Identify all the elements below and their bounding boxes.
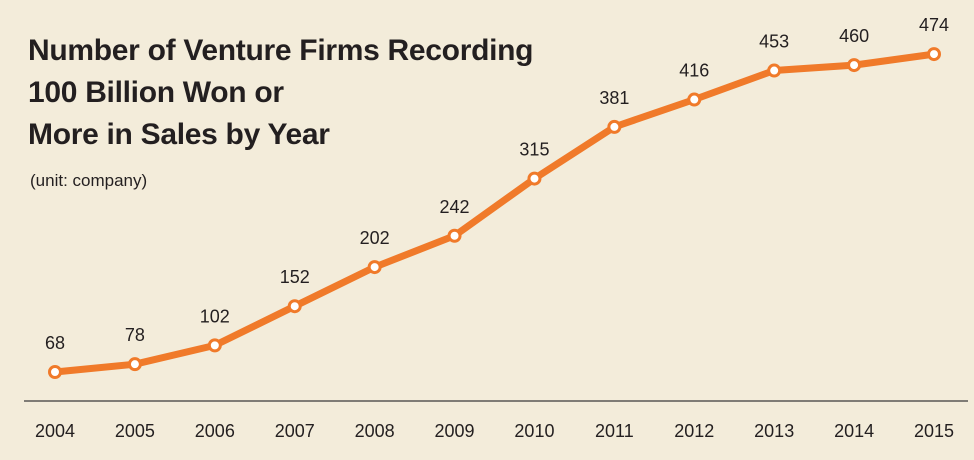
data-point-2008 xyxy=(367,260,382,275)
chart-title-line-1: Number of Venture Firms Recording xyxy=(28,34,534,67)
data-point-2010 xyxy=(527,171,542,186)
data-point-2011 xyxy=(607,119,622,134)
data-labels: 68 78 102 152 202 242 315 381 416 453 460 474 xyxy=(45,15,949,353)
data-label-2011: 381 xyxy=(599,88,629,108)
x-tick-2007: 2007 xyxy=(275,421,315,441)
data-point-2005 xyxy=(127,357,142,372)
data-point-2009 xyxy=(447,228,462,243)
unit-note: (unit: company) xyxy=(30,171,148,190)
series-line xyxy=(51,50,938,376)
x-tick-2005: 2005 xyxy=(115,421,155,441)
data-label-2007: 152 xyxy=(280,267,310,287)
x-tick-2013: 2013 xyxy=(754,421,794,441)
x-tick-2008: 2008 xyxy=(355,421,395,441)
data-markers xyxy=(48,47,941,379)
data-label-2015: 474 xyxy=(919,15,949,35)
data-label-2004: 68 xyxy=(45,333,65,353)
data-point-2015 xyxy=(927,47,941,62)
data-label-2014: 460 xyxy=(839,26,869,46)
data-point-2013 xyxy=(767,63,782,78)
data-point-2006 xyxy=(207,338,222,353)
data-label-2005: 78 xyxy=(125,325,145,345)
x-tick-2015: 2015 xyxy=(914,421,954,441)
chart-title-line-3: More in Sales by Year xyxy=(28,118,330,151)
data-label-2008: 202 xyxy=(360,228,390,248)
x-tick-2004: 2004 xyxy=(35,421,75,441)
x-tick-2006: 2006 xyxy=(195,421,235,441)
x-tick-2014: 2014 xyxy=(834,421,874,441)
data-point-2007 xyxy=(287,299,302,314)
data-label-2013: 453 xyxy=(759,32,789,52)
x-tick-2010: 2010 xyxy=(514,421,554,441)
x-tick-2009: 2009 xyxy=(435,421,475,441)
x-tick-2012: 2012 xyxy=(674,421,714,441)
x-tick-2011: 2011 xyxy=(595,421,634,441)
data-label-2006: 102 xyxy=(200,306,230,326)
data-point-2014 xyxy=(847,58,862,73)
data-label-2009: 242 xyxy=(440,197,470,217)
data-point-2012 xyxy=(687,92,702,107)
x-tick-labels: 2004 2005 2006 2007 2008 2009 2010 2011 2012 2013… xyxy=(35,421,954,441)
chart-title-line-2: 100 Billion Won or xyxy=(28,76,284,109)
data-label-2010: 315 xyxy=(519,140,549,160)
data-label-2012: 416 xyxy=(679,61,709,81)
data-point-2004 xyxy=(48,365,62,379)
chart-title: Number of Venture Firms Recording 100 Bi… xyxy=(28,30,533,156)
